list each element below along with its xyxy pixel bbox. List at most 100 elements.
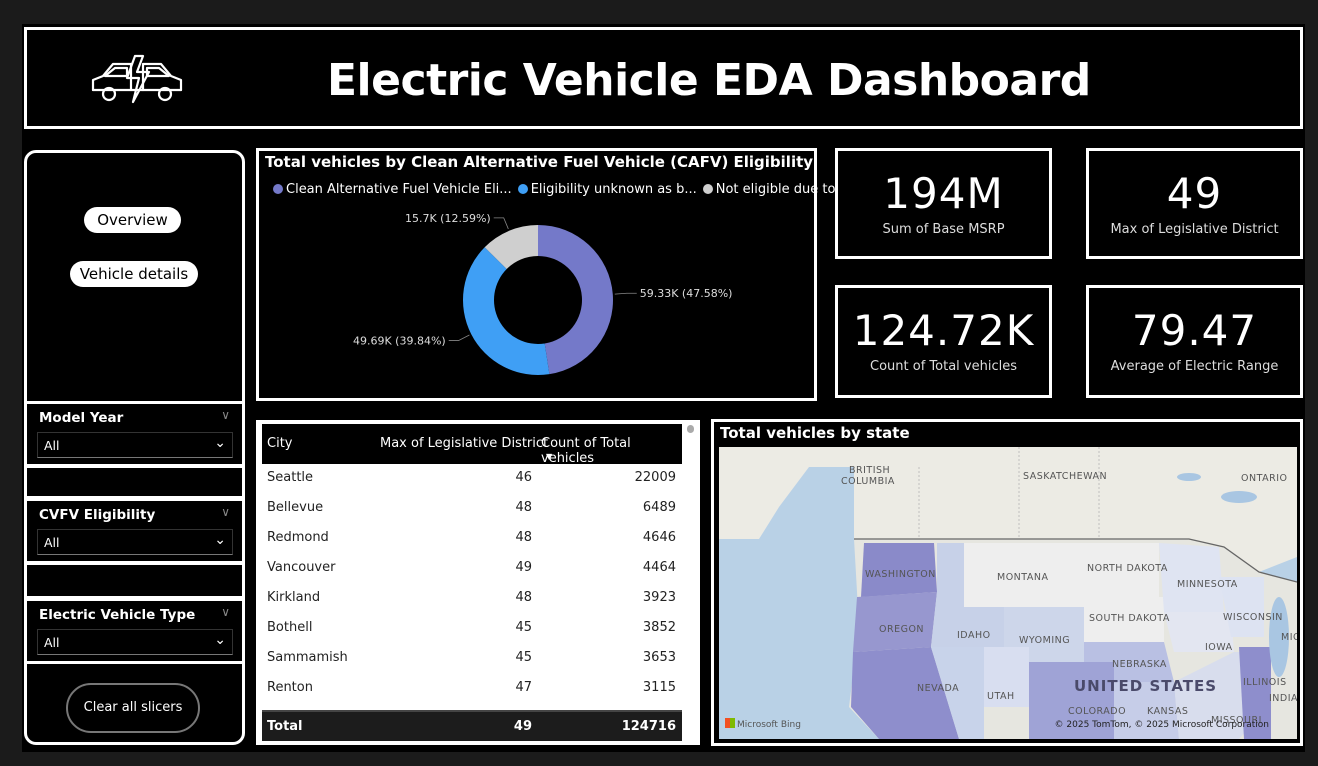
map-state-north-dakota [1084, 543, 1159, 597]
legend-dot [273, 184, 283, 194]
cafv-donut-chart: Total vehicles by Clean Alternative Fuel… [256, 148, 856, 401]
map-label-kansas: KANSAS [1147, 706, 1189, 717]
kpi-value: 194M [883, 169, 1004, 218]
map-canvas[interactable]: BRITISH COLUMBIA SASKATCHEWAN ONTARIO WA… [719, 447, 1297, 739]
clear-all-slicers-button[interactable]: Clear all slicers [66, 683, 200, 733]
map-label-bc: COLUMBIA [841, 476, 895, 487]
chevron-down-icon: ⌄ [214, 435, 226, 451]
data-label: 15.7K (12.59%) [405, 212, 491, 225]
model-year-dropdown[interactable]: All ⌄ [37, 432, 233, 458]
column-header-city[interactable]: City [267, 436, 293, 451]
data-label: 59.33K (47.58%) [640, 287, 733, 300]
map-label-indiana: INDIA [1269, 693, 1297, 704]
electric-vehicle-type-dropdown[interactable]: All ⌄ [37, 629, 233, 655]
kpi-label: Count of Total vehicles [870, 359, 1017, 374]
map-copyright: © 2025 TomTom, © 2025 Microsoft Corporat… [1054, 720, 1269, 730]
overview-button[interactable]: Overview [84, 207, 181, 233]
legend-label: Clean Alternative Fuel Vehicle Eli... [286, 182, 512, 197]
slicer-title: Electric Vehicle Type [39, 607, 196, 623]
map-label-north-dakota: NORTH DAKOTA [1087, 563, 1168, 574]
table-row[interactable]: Seattle 46 22009 [262, 463, 682, 493]
slicer-spacer [24, 465, 245, 499]
donut-slice[interactable] [484, 225, 538, 270]
chevron-down-icon[interactable]: ∨ [221, 408, 230, 422]
slicer-title: CVFV Eligibility [39, 507, 156, 523]
legend-dot [702, 184, 713, 194]
map-state-oregon[interactable] [853, 592, 937, 652]
legend-label: Not eligible due to l... [715, 182, 856, 197]
map-state-nebraska[interactable] [1084, 642, 1174, 682]
map-label-south-dakota: SOUTH DAKOTA [1089, 613, 1170, 624]
map-state-colorado[interactable] [1029, 662, 1114, 739]
cell-count: 3653 [642, 650, 676, 665]
total-count: 124716 [621, 719, 676, 734]
cell-count: 6489 [642, 500, 676, 515]
map-label-wyoming: WYOMING [1019, 635, 1071, 646]
map-label-washington: WASHINGTON [865, 569, 936, 580]
map-state-illinois[interactable] [1239, 647, 1271, 739]
cell-city: Seattle [267, 470, 314, 485]
data-label-leader [614, 292, 637, 295]
table-row[interactable]: Redmond 48 4646 [262, 523, 682, 553]
vehicle-details-button[interactable]: Vehicle details [70, 261, 198, 287]
vehicles-by-state-map: Total vehicles by state [711, 419, 1303, 746]
chevron-down-icon: ⌄ [214, 632, 226, 648]
kpi-value: 79.47 [1131, 306, 1258, 355]
map-label-nevada: NEVADA [917, 683, 960, 694]
cell-max-district: 47 [515, 680, 532, 695]
donut-slice[interactable] [538, 225, 614, 375]
kpi-average-electric-range: 79.47 Average of Electric Range [1086, 285, 1303, 398]
legend-item[interactable]: Clean Alternative Fuel Vehicle Eli... [273, 182, 512, 197]
data-label-leader [448, 334, 470, 341]
bing-attribution: Microsoft Bing [725, 718, 801, 730]
legend-item[interactable]: Not eligible due to l... [702, 182, 856, 197]
map-label-idaho: IDAHO [957, 630, 991, 641]
cvfv-eligibility-dropdown[interactable]: All ⌄ [37, 529, 233, 555]
cell-city: Bothell [267, 620, 313, 635]
kpi-label: Average of Electric Range [1110, 359, 1279, 374]
kpi-label: Max of Legislative District [1110, 222, 1279, 237]
table-row[interactable]: Kirkland 48 3923 [262, 583, 682, 613]
cell-city: Sammamish [267, 650, 348, 665]
table-row[interactable]: Bellevue 48 6489 [262, 493, 682, 523]
table-row[interactable]: Renton 47 3115 [262, 673, 682, 703]
map-label-utah: UTAH [987, 691, 1015, 702]
donut-slice[interactable] [463, 247, 550, 375]
table-row[interactable]: Sammamish 45 3653 [262, 643, 682, 673]
table-row[interactable]: Vancouver 49 4464 [262, 553, 682, 583]
cell-max-district: 45 [515, 650, 532, 665]
total-max-district: 49 [513, 719, 532, 734]
table-row[interactable]: Bothell 45 3852 [262, 613, 682, 643]
cell-city: Vancouver [267, 560, 336, 575]
table-total-row: Total 49 124716 [262, 710, 682, 741]
map-state-california-nevada[interactable] [851, 647, 959, 739]
chevron-down-icon[interactable]: ∨ [221, 605, 230, 619]
legend-item[interactable]: Eligibility unknown as b... [517, 182, 697, 197]
dropdown-value: All [44, 635, 60, 650]
cell-count: 4464 [642, 560, 676, 575]
map-basemap [719, 447, 1297, 739]
chart-legend: Clean Alternative Fuel Vehicle Eli... Eli… [273, 182, 862, 197]
map-state-washington[interactable] [861, 543, 937, 597]
map-land-canada [719, 447, 1297, 572]
column-header-count-total-vehicles[interactable]: Count of Total vehicles [541, 436, 631, 466]
map-label-colorado: COLORADO [1068, 706, 1127, 717]
cell-max-district: 48 [515, 530, 532, 545]
table-scrollbar[interactable] [687, 425, 694, 433]
map-label-wisconsin: WISCONSIN [1223, 612, 1283, 623]
table-header: City Max of Legislative District Count o… [262, 424, 682, 466]
cell-count: 22009 [634, 470, 676, 485]
map-label-iowa: IOWA [1205, 642, 1233, 653]
column-header-max-legislative-district[interactable]: Max of Legislative District [380, 436, 549, 451]
map-label-nebraska: NEBRASKA [1112, 659, 1167, 670]
map-label-country: UNITED STATES [1074, 677, 1218, 695]
cell-max-district: 49 [515, 560, 532, 575]
map-state-wisconsin [1219, 577, 1264, 637]
slicer-electric-vehicle-type: Electric Vehicle Type ∨ All ⌄ [24, 598, 245, 664]
map-state-utah [984, 647, 1029, 707]
map-state-idaho [931, 543, 1004, 647]
chevron-down-icon[interactable]: ∨ [221, 505, 230, 519]
slicer-title: Model Year [39, 410, 124, 426]
legend-label: Eligibility unknown as b... [530, 182, 697, 197]
